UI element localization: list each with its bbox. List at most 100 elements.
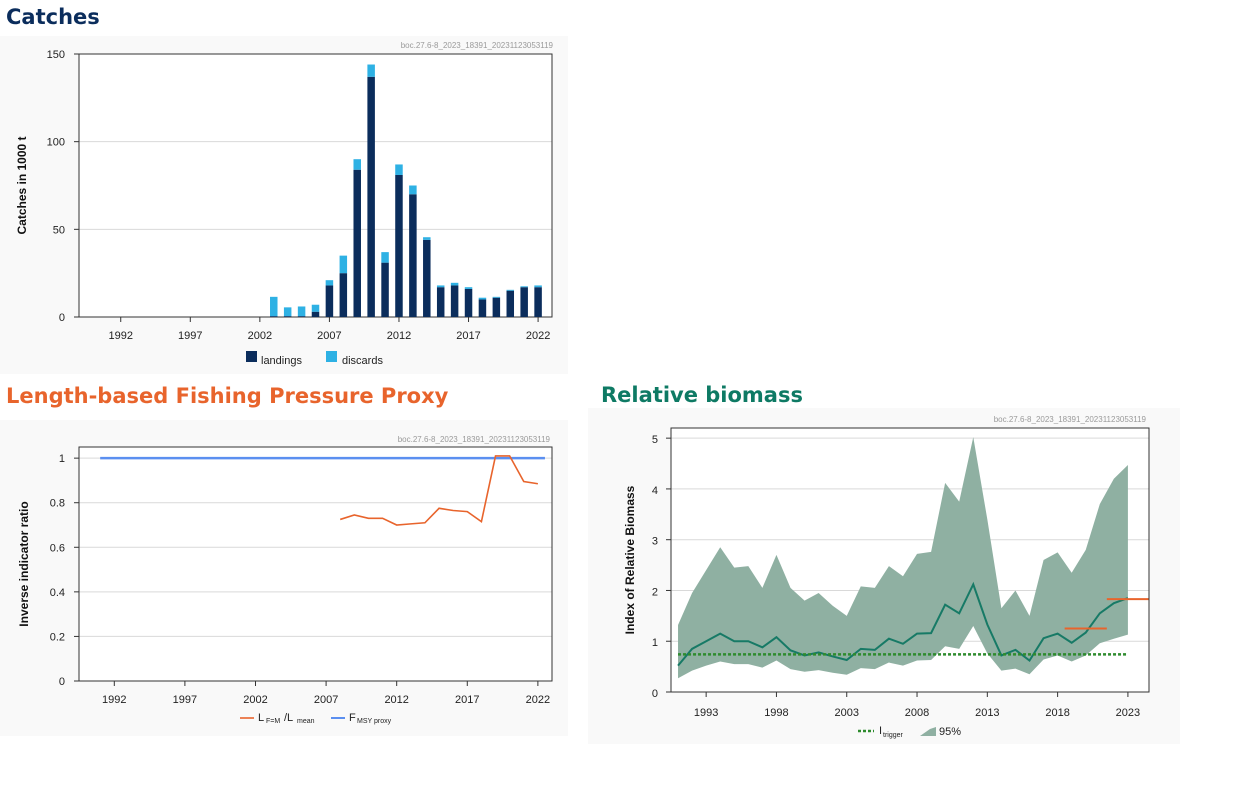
- length-ytick-label: 0.2: [50, 631, 65, 643]
- length-ylabel: Inverse indicator ratio: [17, 501, 31, 626]
- catches-plot-area: [79, 54, 552, 317]
- biomass-ci-band: [678, 437, 1128, 679]
- length-plot-area: [79, 447, 552, 681]
- length-watermark: boc.27.6-8_2023_18391_20231123053119: [398, 435, 551, 444]
- length-xtick-label: 1992: [102, 694, 126, 706]
- catches-bar-discards: [506, 289, 515, 291]
- catches-bar-landings: [311, 311, 320, 317]
- catches-bar-landings: [325, 285, 334, 317]
- length-xtick-label: 1997: [173, 694, 197, 706]
- biomass-ytick-label: 2: [652, 586, 658, 598]
- catches-xtick-label: 2002: [248, 330, 272, 342]
- catches-bar-landings: [270, 316, 278, 317]
- catches-ylabel: Catches in 1000 t: [15, 136, 29, 234]
- length-xtick-label: 2017: [455, 694, 479, 706]
- catches-bar-discards: [311, 304, 320, 312]
- catches-bar-discards: [534, 285, 542, 288]
- catches-bar-discards: [464, 287, 473, 289]
- catches-xtick-label: 2012: [387, 330, 411, 342]
- biomass-xtick-label: 2013: [975, 707, 999, 719]
- catches-bar-landings: [381, 262, 389, 317]
- legend-itrigger-main: I: [879, 725, 882, 737]
- catches-ytick-label: 50: [53, 224, 65, 236]
- legend-lratio-sub1: F=M: [266, 718, 280, 725]
- biomass-index-line: [677, 581, 1129, 667]
- legend-lratio-sub2: mean: [297, 718, 315, 725]
- catches-ytick-label: 100: [47, 137, 65, 149]
- biomass-ytick-label: 4: [652, 485, 658, 497]
- catches-bar-landings: [478, 299, 487, 317]
- catches-xtick-label: 1992: [108, 330, 132, 342]
- length-xtick-label: 2002: [243, 694, 267, 706]
- biomass-xtick-label: 2023: [1116, 707, 1140, 719]
- biomass-title: Relative biomass: [601, 383, 803, 407]
- catches-bar-landings: [395, 174, 403, 317]
- catches-bar-discards: [381, 252, 389, 263]
- biomass-xtick-label: 2003: [834, 707, 858, 719]
- catches-watermark: boc.27.6-8_2023_18391_20231123053119: [401, 41, 554, 50]
- catches-bar-discards: [270, 296, 278, 317]
- catches-bar-landings: [492, 297, 501, 317]
- catches-bar-discards: [478, 297, 487, 300]
- biomass-ytick-label: 5: [652, 434, 658, 446]
- length-ytick-label: 1: [59, 453, 65, 465]
- length-ytick-label: 0.4: [50, 587, 65, 599]
- length-ratio-line: [339, 455, 539, 526]
- length-ytick-label: 0.6: [50, 542, 65, 554]
- legend-ci-swatch: [920, 727, 936, 736]
- catches-bar-discards: [353, 159, 361, 170]
- biomass-xtick-label: 1998: [764, 707, 788, 719]
- biomass-ytick-label: 3: [652, 536, 658, 548]
- catches-bar-discards: [367, 64, 375, 77]
- catches-bar-discards: [423, 237, 431, 240]
- catches-bar-discards: [297, 306, 306, 317]
- catches-xtick-label: 2007: [317, 330, 341, 342]
- catches-ytick-label: 150: [47, 49, 65, 61]
- catches-ytick-label: 0: [59, 312, 65, 324]
- catches-bar-landings: [409, 194, 417, 317]
- legend-fmsy-sub: MSY proxy: [357, 718, 392, 725]
- biomass-xtick-label: 1993: [694, 707, 718, 719]
- catches-title: Catches: [6, 5, 100, 29]
- catches-xtick-label: 1997: [178, 330, 202, 342]
- catches-bar-landings: [339, 273, 348, 317]
- biomass-plot-frame: [670, 427, 1150, 693]
- catches-bar-discards: [339, 255, 348, 274]
- catches-bar-discards: [283, 307, 292, 317]
- catches-bar-landings: [436, 287, 445, 317]
- length-xtick-label: 2012: [384, 694, 408, 706]
- biomass-watermark: boc.27.6-8_2023_18391_20231123053119: [994, 415, 1147, 424]
- length-plot-frame: [78, 446, 553, 682]
- catches-bar-discards: [492, 296, 501, 298]
- catches-bar-landings: [450, 285, 459, 317]
- catches-xtick-label: 2017: [456, 330, 480, 342]
- catches-bar-landings: [353, 169, 361, 317]
- length-ytick-label: 0: [59, 676, 65, 688]
- length-ytick-label: 0.8: [50, 498, 65, 510]
- length-title: Length-based Fishing Pressure Proxy: [6, 384, 449, 408]
- catches-bar-discards: [395, 164, 403, 175]
- legend-ci-label: 95%: [939, 726, 961, 738]
- legend-lratio-mid: /L: [284, 712, 293, 724]
- legend-itrigger-sub: trigger: [883, 732, 904, 739]
- catches-bar-landings: [506, 290, 515, 317]
- catches-bar-discards: [450, 282, 459, 286]
- length-xtick-label: 2007: [314, 694, 338, 706]
- biomass-xtick-label: 2018: [1045, 707, 1069, 719]
- catches-bar-landings: [423, 239, 431, 317]
- legend-discards-swatch: [326, 351, 337, 362]
- catches-bar-discards: [520, 286, 528, 288]
- catches-bar-landings: [367, 76, 375, 317]
- biomass-ylabel: Index of Relative Biomass: [623, 485, 637, 634]
- legend-fmsy-main: F: [349, 712, 356, 724]
- catches-bar-discards: [436, 285, 445, 288]
- legend-lratio-main: L: [258, 712, 264, 724]
- catches-xtick-label: 2022: [526, 330, 550, 342]
- catches-bar-landings: [534, 287, 542, 317]
- catches-bar-landings: [520, 287, 528, 317]
- biomass-ytick-label: 1: [652, 637, 658, 649]
- biomass-ytick-label: 0: [652, 688, 658, 700]
